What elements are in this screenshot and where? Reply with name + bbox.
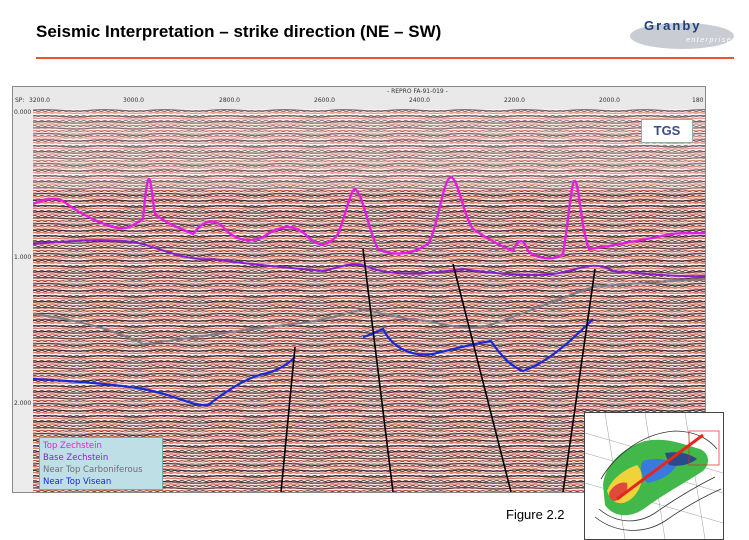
location-map-inset xyxy=(584,412,724,540)
sp-label: SP: xyxy=(15,97,25,104)
granby-logo: Granby enterprises xyxy=(630,17,740,51)
horizon-near-top-visean xyxy=(33,318,594,407)
legend-item-top-zechstein: Top Zechstein xyxy=(43,441,102,451)
time-tick: 1.000 xyxy=(14,254,32,261)
upper-noise-zone xyxy=(33,109,705,189)
map-contour xyxy=(594,488,722,531)
legend-item-base-zechstein: Base Zechstein xyxy=(43,453,109,463)
map-structure-blue xyxy=(640,458,677,483)
sp-tick: 2000.0 xyxy=(599,97,620,104)
fault xyxy=(562,268,596,492)
sp-tick: 2400.0 xyxy=(409,97,430,104)
fault xyxy=(362,248,394,492)
time-tick: 2.000 xyxy=(14,400,32,407)
sp-tick: 2600.0 xyxy=(314,97,335,104)
sp-tick: 3200.0 xyxy=(29,97,50,104)
fault xyxy=(452,263,512,492)
horizon-base-zechstein xyxy=(33,239,705,278)
line-name: - REPRO FA-91-019 - xyxy=(387,88,448,95)
tgs-watermark: TGS xyxy=(641,119,693,143)
horizon-near-top-carboniferous xyxy=(33,278,705,346)
figure-caption: Figure 2.2 xyxy=(506,507,565,522)
sp-tick: 2800.0 xyxy=(219,97,240,104)
logo-word: Granby xyxy=(644,18,702,33)
map-survey-outline xyxy=(688,430,720,466)
logo-swoosh xyxy=(630,23,734,49)
logo-subtext: enterprises xyxy=(686,37,738,44)
sp-tick: 180 xyxy=(692,97,704,104)
location-map xyxy=(585,413,723,539)
legend-item-near-top-carboniferous: Near Top Carboniferous xyxy=(43,465,143,475)
slide-title: Seismic Interpretation – strike directio… xyxy=(36,22,442,41)
shotpoint-axis: - REPRO FA-91-019 - SP: 3200.0 3000.0 28… xyxy=(13,87,705,110)
horizon-top-zechstein xyxy=(33,175,705,260)
sp-tick: 3000.0 xyxy=(123,97,144,104)
map-contour xyxy=(598,476,716,522)
fault xyxy=(280,346,296,492)
title-rule xyxy=(36,57,734,59)
seismic-section: - REPRO FA-91-019 - SP: 3200.0 3000.0 28… xyxy=(12,86,706,493)
legend-item-near-top-visean: Near Top Visean xyxy=(43,477,112,487)
horizon-legend: Top Zechstein Base Zechstein Near Top Ca… xyxy=(39,437,163,490)
time-axis: 0.000 1.000 2.000 xyxy=(13,109,34,492)
sp-tick: 2200.0 xyxy=(504,97,525,104)
map-contour xyxy=(600,430,718,480)
time-tick: 0.000 xyxy=(14,109,32,116)
